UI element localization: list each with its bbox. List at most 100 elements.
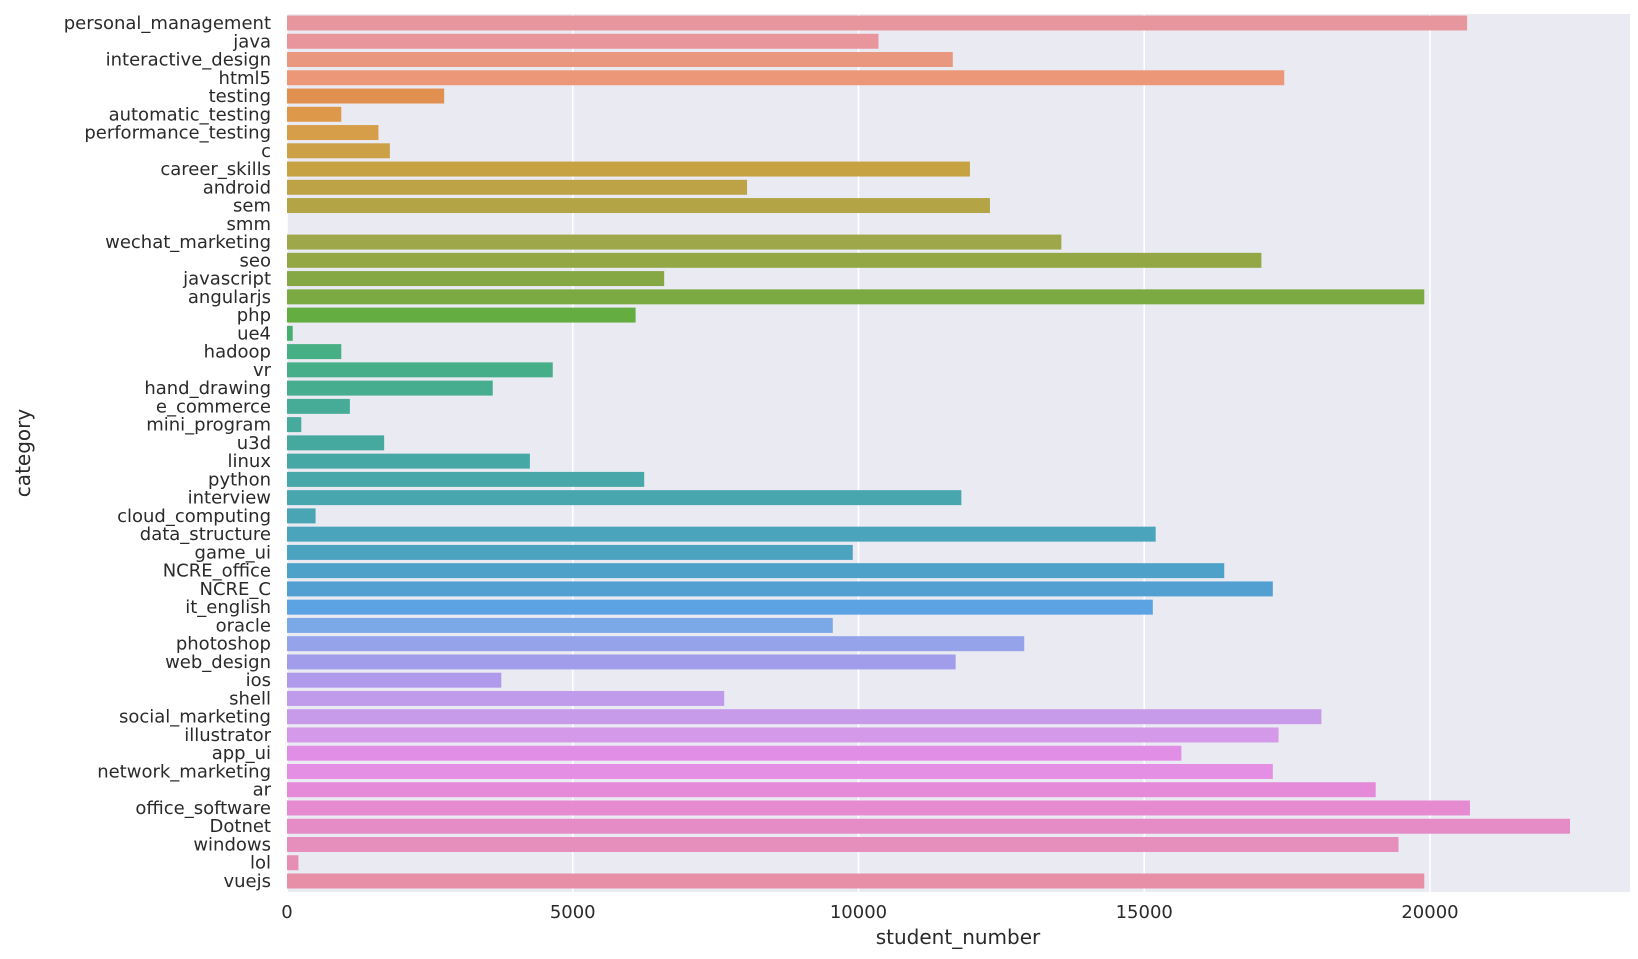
y-tick-label-lol: lol <box>250 853 271 874</box>
bar-sem <box>287 198 990 214</box>
y-tick-label-personal_management: personal_management <box>64 13 271 34</box>
x-tick-label: 10000 <box>830 902 887 923</box>
y-tick-label-NCRE_C: NCRE_C <box>200 579 271 600</box>
bar-interview <box>287 490 962 506</box>
bar-linux <box>287 453 530 469</box>
y-tick-label-Dotnet: Dotnet <box>210 816 271 837</box>
bar-interactive_design <box>287 52 953 67</box>
bar-testing <box>287 88 445 104</box>
y-tick-label-network_marketing: network_marketing <box>97 761 271 782</box>
x-tick-labels: 0 5000 10000 15000 20000 <box>281 902 1458 923</box>
y-tick-label-photoshop: photoshop <box>176 634 271 655</box>
bar-personal_management <box>287 15 1468 31</box>
y-tick-label-oracle: oracle <box>216 615 271 636</box>
bar-ios <box>287 672 502 688</box>
y-tick-label-NCRE_office: NCRE_office <box>163 561 271 582</box>
y-tick-label-ar: ar <box>253 780 272 801</box>
y-tick-label-data_structure: data_structure <box>140 524 271 545</box>
y-tick-label-interview: interview <box>188 488 271 509</box>
x-axis-title: student_number <box>876 925 1041 949</box>
bar-network_marketing <box>287 763 1273 779</box>
y-tick-label-javascript: javascript <box>182 269 271 290</box>
bars <box>287 15 1570 889</box>
bar-web_design <box>287 654 956 670</box>
bar-photoshop <box>287 636 1025 652</box>
bar-php <box>287 307 636 323</box>
x-tick-label: 0 <box>281 902 292 923</box>
y-tick-label-web_design: web_design <box>165 652 271 673</box>
bar-lol <box>287 855 299 871</box>
y-tick-label-illustrator: illustrator <box>184 725 271 746</box>
bar-social_marketing <box>287 709 1322 725</box>
y-tick-label-wechat_marketing: wechat_marketing <box>105 232 271 253</box>
y-tick-label-hand_drawing: hand_drawing <box>144 378 271 399</box>
plot-background <box>287 14 1630 892</box>
bar-android <box>287 179 748 195</box>
y-tick-label-game_ui: game_ui <box>195 542 271 563</box>
bar-mini_program <box>287 417 302 433</box>
bar-javascript <box>287 271 665 287</box>
y-tick-label-sem: sem <box>233 196 271 217</box>
category-tick-labels: personal_managementjavainteractive_desig… <box>64 13 272 892</box>
y-tick-label-python: python <box>208 469 271 490</box>
bar-game_ui <box>287 544 853 560</box>
y-tick-label-shell: shell <box>229 688 271 709</box>
y-tick-label-java: java <box>232 31 271 52</box>
x-tick-label: 5000 <box>550 902 596 923</box>
bar-shell <box>287 690 725 706</box>
y-tick-label-mini_program: mini_program <box>146 415 271 436</box>
y-tick-label-php: php <box>237 305 271 326</box>
y-tick-label-hadoop: hadoop <box>204 342 271 363</box>
y-tick-label-c: c <box>261 141 271 162</box>
y-tick-label-html5: html5 <box>219 68 271 89</box>
bar-hand_drawing <box>287 380 493 396</box>
y-tick-label-it_english: it_english <box>185 597 271 618</box>
bar-vr <box>287 362 553 378</box>
y-tick-label-performance_testing: performance_testing <box>84 123 271 144</box>
bar-wechat_marketing <box>287 234 1062 250</box>
y-tick-label-vr: vr <box>253 360 272 381</box>
y-tick-label-vuejs: vuejs <box>223 871 271 892</box>
bar-performance_testing <box>287 125 379 141</box>
bar-python <box>287 471 645 487</box>
bar-e_commerce <box>287 398 350 414</box>
bar-illustrator <box>287 727 1279 743</box>
bar-office_software <box>287 800 1470 816</box>
y-tick-label-career_skills: career_skills <box>160 159 271 180</box>
bar-ue4 <box>287 325 293 341</box>
y-tick-label-app_ui: app_ui <box>212 743 271 764</box>
y-tick-label-automatic_testing: automatic_testing <box>109 104 271 125</box>
y-tick-label-social_marketing: social_marketing <box>119 707 271 728</box>
y-tick-label-interactive_design: interactive_design <box>106 50 271 71</box>
bar-Dotnet <box>287 818 1570 834</box>
x-tick-label: 15000 <box>1116 902 1173 923</box>
bar-u3d <box>287 435 385 451</box>
bar-it_english <box>287 599 1153 615</box>
y-tick-label-u3d: u3d <box>237 433 271 454</box>
bar-automatic_testing <box>287 106 342 122</box>
bar-career_skills <box>287 161 970 177</box>
y-tick-label-seo: seo <box>240 250 271 271</box>
y-tick-label-angularjs: angularjs <box>188 287 271 308</box>
bar-NCRE_office <box>287 563 1225 579</box>
y-axis-title: category <box>11 409 35 498</box>
x-tick-label: 20000 <box>1401 902 1458 923</box>
bar-oracle <box>287 617 833 633</box>
bar-windows <box>287 837 1399 852</box>
bar-app_ui <box>287 745 1182 761</box>
grid-lines <box>286 14 1431 892</box>
y-tick-label-linux: linux <box>228 451 272 472</box>
bar-data_structure <box>287 526 1156 542</box>
bar-html5 <box>287 70 1285 86</box>
bar-cloud_computing <box>287 508 316 524</box>
y-tick-label-ue4: ue4 <box>237 323 271 344</box>
y-tick-label-cloud_computing: cloud_computing <box>117 506 271 527</box>
y-tick-label-e_commerce: e_commerce <box>156 396 271 417</box>
bar-hadoop <box>287 344 342 360</box>
bar-angularjs <box>287 289 1425 305</box>
y-tick-label-ios: ios <box>246 670 271 691</box>
bar-vuejs <box>287 873 1425 889</box>
bar-NCRE_C <box>287 581 1273 597</box>
